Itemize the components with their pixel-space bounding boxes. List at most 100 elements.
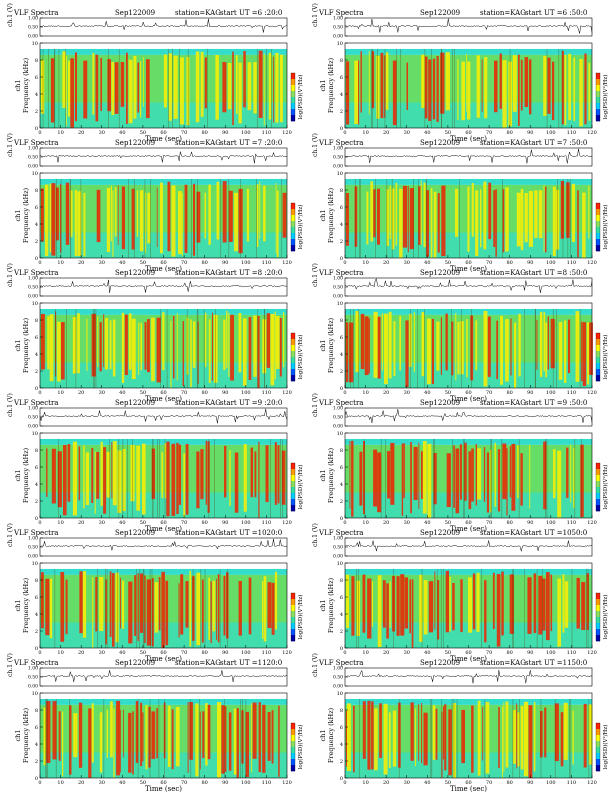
sferic-stripe: [69, 705, 72, 775]
time-xtick-label: 90: [222, 650, 228, 656]
sferic-stripe: [196, 572, 201, 646]
sferic-stripe: [105, 579, 107, 645]
sferic-stripe: [505, 319, 509, 382]
colorbar-segment: [291, 103, 295, 110]
trace-waveform: [39, 150, 287, 164]
sferic-stripe: [195, 703, 199, 777]
sferic-stripe: [100, 441, 103, 506]
colorbar-segment: [291, 747, 295, 754]
time-xtick-label: 110: [262, 390, 272, 396]
sferic-stripe: [481, 59, 483, 112]
sferic-stripe: [83, 60, 88, 119]
sferic-stripe: [263, 53, 265, 126]
time-xtick-label: 50: [140, 130, 146, 136]
sferic-stripe: [156, 187, 158, 248]
time-xtick-label: 30: [404, 520, 410, 526]
sferic-stripe: [542, 578, 546, 631]
sferic-stripe: [572, 710, 574, 765]
time-xtick-label: 100: [546, 650, 556, 656]
colorbar-segment: [596, 487, 600, 494]
sferic-stripe: [243, 318, 247, 386]
sferic-stripe: [388, 712, 391, 768]
colorbar-segment: [596, 623, 600, 630]
sferic-stripe: [262, 704, 266, 773]
sferic-stripe: [104, 318, 109, 370]
freq-ytick-label: 2: [340, 239, 343, 245]
colorbar-label: log(PSD)(V²/Hz): [602, 725, 609, 770]
freq-ytick-label: 6: [340, 205, 343, 211]
sferic-stripe: [413, 312, 415, 373]
colorbar-segment: [291, 593, 295, 600]
sferic-stripe: [85, 452, 89, 505]
trace-ytick-label: 0.00: [28, 684, 38, 690]
sferic-stripe: [371, 51, 375, 109]
sferic-stripe: [520, 188, 524, 251]
colorbar-segment: [596, 73, 600, 80]
time-xtick-label: 30: [99, 130, 105, 136]
time-xtick-label: 10: [362, 520, 368, 526]
freq-ytick-label: 8: [340, 578, 343, 584]
panel-title: VLF Spectra: [13, 529, 58, 537]
sferic-stripe: [112, 319, 116, 377]
colorbar-segment: [291, 635, 295, 642]
sferic-stripe: [178, 444, 181, 505]
panel-station: station=KAG: [480, 529, 526, 537]
sferic-stripe: [208, 577, 210, 640]
freq-ytick-label: 0: [35, 646, 38, 652]
colorbar-segment: [596, 605, 600, 612]
colorbar-frame: [290, 332, 296, 382]
freq-ytick-label: 2: [340, 499, 343, 505]
trace-ytick-label: 0.50: [28, 285, 38, 291]
trace-ytick-label: 1.00: [28, 666, 38, 672]
sferic-stripe: [267, 582, 272, 629]
colorbar-segment: [291, 233, 295, 240]
spectrogram-panel-5: VLF Spectra Sep122009 station=KAG start UT …: [7, 263, 304, 403]
sferic-stripe: [136, 445, 140, 511]
sferic-stripe: [436, 321, 440, 371]
time-xtick-label: 90: [222, 130, 228, 136]
trace-ytick-label: 0.50: [28, 675, 38, 681]
panel-title: VLF Spectra: [318, 529, 363, 537]
sferic-stripe: [67, 444, 71, 502]
sferic-stripe: [384, 313, 388, 385]
sferic-stripe: [186, 317, 189, 375]
time-axis-label: Time (sec): [145, 135, 182, 143]
sferic-stripe: [248, 577, 252, 635]
sferic-stripe: [112, 441, 117, 506]
channel-label: ch1: [14, 340, 22, 352]
spectrogram-band-top: [40, 308, 287, 315]
sferic-stripe: [106, 709, 108, 758]
sferic-stripe: [178, 191, 182, 255]
time-axis-label: Time (sec): [450, 265, 487, 273]
sferic-stripe: [60, 572, 65, 642]
sferic-stripe: [92, 577, 94, 648]
sferic-stripe: [517, 712, 520, 767]
freq-ytick-label: 10: [337, 691, 343, 697]
sferic-stripe: [276, 316, 280, 369]
sferic-stripe: [176, 313, 178, 381]
sferic-stripe: [251, 702, 253, 773]
freq-ytick-label: 6: [35, 465, 38, 471]
colorbar-segment: [596, 765, 600, 772]
colorbar-segment: [291, 345, 295, 352]
freq-ytick-label: 10: [32, 41, 38, 47]
sferic-stripe: [279, 318, 282, 377]
colorbar-segment: [596, 103, 600, 110]
sferic-stripe: [376, 55, 380, 119]
sferic-stripe: [44, 184, 49, 257]
time-xtick-label: 120: [282, 780, 292, 786]
sferic-stripe: [263, 576, 267, 642]
sferic-stripe: [589, 322, 593, 375]
sferic-stripe: [121, 580, 125, 629]
sferic-stripe: [128, 581, 133, 644]
colorbar-segment: [291, 599, 295, 606]
freq-ytick-label: 10: [337, 171, 343, 177]
colorbar-segment: [291, 333, 295, 340]
time-axis-label: Time (sec): [145, 265, 182, 273]
sferic-stripe: [484, 57, 488, 119]
sferic-stripe: [389, 581, 391, 628]
panel-start-time: start UT =8 :50:0: [525, 269, 587, 277]
trace-axis-label: ch.1 (V): [7, 393, 14, 417]
freq-ytick-label: 6: [340, 75, 343, 81]
sferic-stripe: [67, 60, 71, 117]
